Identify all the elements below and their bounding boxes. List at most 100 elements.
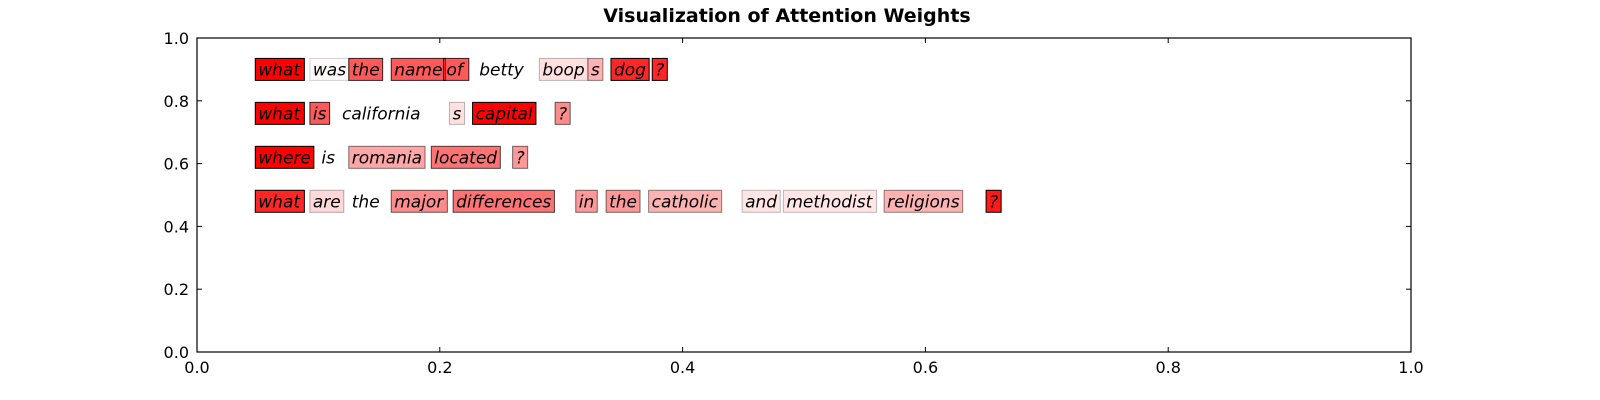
token-boop: boop [538, 57, 589, 81]
token-highlight [309, 189, 345, 213]
token-of: of [442, 57, 470, 81]
token-betty: betty [479, 60, 525, 80]
token-text: in [579, 192, 595, 212]
axes-frame [196, 37, 1412, 353]
token-text: the [352, 192, 380, 212]
token-highlight [254, 57, 305, 81]
token-s: s [587, 57, 604, 81]
token-catholic: catholic [648, 189, 723, 213]
token-question-mark: ? [651, 57, 668, 81]
token-in: in [575, 189, 598, 213]
token-where: where [254, 145, 315, 169]
x-tick-label: 0.4 [670, 358, 695, 377]
token-text: is [313, 104, 327, 124]
token-methodist: methodist [782, 189, 878, 213]
y-tick-label: 0.0 [164, 343, 189, 362]
token-rows: what was the name of betty boop s dog ?what is cali… [254, 57, 1002, 213]
token-text: differences [456, 192, 551, 212]
token-highlight [390, 189, 448, 213]
y-tick-label: 0.6 [164, 155, 189, 174]
token-text: the [352, 60, 380, 80]
token-highlight [741, 189, 781, 213]
token-highlight [452, 189, 555, 213]
token-highlight [883, 189, 964, 213]
token-highlight [254, 189, 305, 213]
x-tick-label: 1.0 [1398, 358, 1423, 377]
token-highlight [575, 189, 598, 213]
token-highlight [348, 145, 426, 169]
token-highlight [430, 145, 501, 169]
token-is: is [309, 101, 331, 125]
y-tick-label: 0.4 [164, 217, 189, 236]
chart-title: Visualization of Attention Weights [603, 5, 970, 27]
token-highlight [449, 101, 466, 125]
token-question-mark: ? [554, 101, 571, 125]
token-religions: religions [883, 189, 964, 213]
token-the: the [605, 189, 641, 213]
token-question-mark: ? [985, 189, 1002, 213]
token-what: what [254, 101, 305, 125]
token-question-mark: ? [512, 145, 529, 169]
x-tick-label: 0.0 [184, 358, 209, 377]
token-highlight [512, 145, 529, 169]
token-text: name [394, 60, 442, 80]
token-highlight [309, 101, 331, 125]
token-highlight [254, 145, 315, 169]
token-text: ? [558, 104, 567, 124]
token-the: the [348, 57, 384, 81]
x-tick-label: 0.6 [913, 358, 938, 377]
token-california: california [342, 104, 421, 124]
token-text: and [745, 192, 777, 212]
token-text: was [313, 60, 346, 80]
token-located: located [430, 145, 501, 169]
token-text: betty [479, 60, 525, 80]
token-text: major [394, 192, 444, 212]
token-is: is [321, 148, 335, 168]
token-highlight [538, 57, 589, 81]
token-and: and [741, 189, 781, 213]
y-tick-label: 1.0 [164, 29, 189, 48]
sentence-row: what is california s capital? [254, 101, 571, 125]
token-was: was [309, 57, 350, 81]
x-tick-label: 0.8 [1155, 358, 1180, 377]
token-text: dog [614, 60, 646, 80]
token-capital: capital [472, 101, 537, 125]
token-text: capital [476, 104, 533, 124]
token-highlight [442, 57, 470, 81]
token-major: major [390, 189, 448, 213]
token-text: s [591, 60, 600, 80]
token-highlight [554, 101, 571, 125]
token-text: religions [887, 192, 960, 212]
token-text: what [258, 192, 301, 212]
token-text: are [313, 192, 341, 212]
token-what: what [254, 189, 305, 213]
token-text: methodist [786, 192, 873, 212]
token-highlight [348, 57, 384, 81]
token-text: ? [989, 192, 998, 212]
token-are: are [309, 189, 345, 213]
token-highlight [782, 189, 878, 213]
token-highlight [651, 57, 668, 81]
token-text: of [446, 60, 465, 80]
sentence-row: what was the name of betty boop s dog? [254, 57, 668, 81]
token-text: ? [516, 148, 525, 168]
token-the: the [352, 192, 380, 212]
token-text: is [321, 148, 335, 168]
y-tick-label: 0.8 [164, 92, 189, 111]
token-text: what [258, 104, 301, 124]
token-text: california [342, 104, 421, 124]
token-highlight [472, 101, 537, 125]
token-text: romania [352, 148, 422, 168]
token-text: located [434, 148, 497, 168]
token-highlight [985, 189, 1002, 213]
token-what: what [254, 57, 305, 81]
token-highlight [610, 57, 650, 81]
token-text: what [258, 60, 301, 80]
axes: 0.0 0.2 0.4 0.6 0.8 1.0 0.0 0.2 0.4 0.6 0.8 1.0 [164, 29, 1424, 377]
token-text: the [609, 192, 637, 212]
sentence-row: where is romania located? [254, 145, 529, 169]
token-highlight [254, 101, 305, 125]
token-text: where [258, 148, 311, 168]
